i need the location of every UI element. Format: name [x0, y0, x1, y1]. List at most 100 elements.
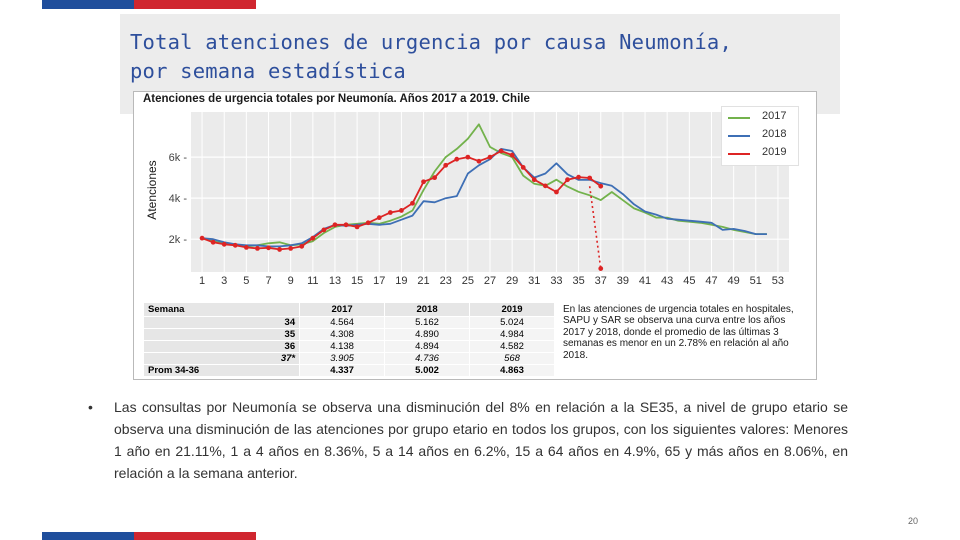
- x-tick-labels: 1 3 5 7 9 11 13 15 17 19 21 23 25 27 29 31 33 35 37 39 41 43 4…: [199, 275, 784, 287]
- data-point-2019: [410, 200, 415, 206]
- x-tick-label: 15: [351, 275, 363, 287]
- x-tick-label: 35: [572, 275, 584, 287]
- slide-title: Total atenciones de urgencia por causa N…: [130, 28, 830, 86]
- table-row: 34 4.564 5.162 5.024: [142, 316, 555, 329]
- data-point-2019: [266, 245, 271, 251]
- chart-annotation: En las atenciones de urgencia totales en…: [563, 304, 794, 361]
- table-header-cell: 2018: [384, 302, 471, 317]
- data-point-2019: [554, 189, 559, 195]
- x-tick-label: 5: [243, 275, 249, 287]
- data-point-2019: [520, 164, 526, 170]
- x-tick-label: 41: [639, 275, 651, 287]
- data-point-2019: [465, 154, 471, 160]
- data-point-2019: [542, 183, 548, 189]
- x-tick-label: 45: [683, 275, 695, 287]
- x-tick-label: 21: [417, 275, 429, 287]
- data-point-2019: [299, 243, 305, 249]
- data-point-2019-provisional: [598, 266, 604, 271]
- x-tick-label: 51: [750, 275, 762, 287]
- data-point-2019: [376, 215, 382, 221]
- data-point-2019: [277, 247, 282, 252]
- table-header-cell: 2017: [299, 302, 386, 317]
- series-line-2018: [202, 148, 767, 248]
- weekly-data-table: Semana 2017 2018 2019 34 4.564 5.162 5.0…: [142, 302, 555, 377]
- bullet-marker: •: [88, 399, 93, 415]
- table-cell: 5.024: [469, 316, 555, 329]
- legend-label-2019: 2019: [762, 146, 787, 158]
- legend-item-2017: 2017: [728, 110, 798, 124]
- bottom-accent-blue: [42, 532, 134, 540]
- series-line-2019-provisional: [588, 186, 602, 269]
- y-tick-label: 2k -: [169, 234, 188, 246]
- x-tick-label: 49: [728, 275, 740, 287]
- data-point-2019: [432, 175, 438, 181]
- table-cell: 5.002: [384, 364, 471, 377]
- legend-item-2019: 2019: [728, 146, 798, 160]
- legend-swatch-2019: [728, 153, 750, 155]
- data-point-2019: [232, 242, 238, 248]
- table-row: 35 4.308 4.890 4.984: [142, 328, 555, 341]
- table-cell: 4.582: [469, 340, 555, 353]
- table-cell: 4.984: [469, 328, 555, 341]
- table-cell: 4.337: [299, 364, 386, 377]
- data-point-2019: [343, 222, 349, 228]
- legend-swatch-2018: [728, 135, 750, 137]
- table-row: 36 4.138 4.894 4.582: [142, 340, 555, 353]
- table-cell: 4.894: [384, 340, 471, 353]
- x-tick-label: 31: [528, 275, 540, 287]
- x-tick-label: 53: [772, 275, 784, 287]
- data-point-2019: [387, 210, 393, 215]
- data-point-2019: [598, 183, 604, 189]
- data-point-2019: [487, 154, 493, 160]
- data-point-2019: [454, 156, 460, 162]
- x-tick-label: 47: [705, 275, 717, 287]
- table-cell: 34: [142, 316, 301, 329]
- x-tick-label: 7: [265, 275, 271, 287]
- data-point-2019: [587, 175, 593, 181]
- legend-swatch-2017: [728, 117, 750, 119]
- x-tick-label: 13: [329, 275, 341, 287]
- x-tick-label: 17: [373, 275, 385, 287]
- data-point-2019: [255, 246, 260, 251]
- table-cell: 4.736: [384, 352, 471, 365]
- table-cell: 4.308: [299, 328, 386, 341]
- data-point-2019: [531, 177, 537, 183]
- table-cell: 4.863: [469, 364, 555, 377]
- x-tick-label: 37: [595, 275, 607, 287]
- x-tick-label: 23: [440, 275, 452, 287]
- top-accent-blue: [42, 0, 134, 9]
- data-point-2019: [210, 239, 216, 245]
- legend-item-2018: 2018: [728, 128, 798, 142]
- data-point-2019: [443, 162, 449, 168]
- series-points: [199, 148, 604, 271]
- bullet-text: Las consultas por Neumonía se observa un…: [114, 399, 848, 481]
- table-cell: 36: [142, 340, 301, 353]
- data-point-2019: [243, 244, 249, 250]
- table-cell: 568: [469, 352, 555, 365]
- legend-label-2017: 2017: [762, 110, 787, 122]
- data-point-2019: [565, 177, 570, 183]
- data-point-2019: [199, 235, 205, 241]
- data-point-2019: [399, 208, 404, 213]
- table-header-row: Semana 2017 2018 2019: [142, 302, 555, 317]
- chart-title: Atenciones de urgencia totales por Neumo…: [143, 93, 530, 105]
- table-header-cell: 2019: [469, 302, 555, 317]
- top-accent-bar: [42, 0, 256, 9]
- x-tick-label: 43: [661, 275, 673, 287]
- data-point-2019: [365, 220, 371, 226]
- table-cell: 4.138: [299, 340, 386, 353]
- y-tick-label: 6k -: [169, 152, 188, 164]
- table-header-cell: Semana: [142, 302, 301, 317]
- top-accent-red: [134, 0, 256, 9]
- table-cell: 4.564: [299, 316, 386, 329]
- data-point-2019: [288, 246, 294, 251]
- table-cell: 5.162: [384, 316, 471, 329]
- page-number: 20: [908, 516, 919, 526]
- y-tick-label: 4k -: [169, 193, 188, 205]
- data-point-2019: [476, 158, 482, 164]
- data-point-2019: [498, 148, 504, 154]
- table-cell: 3.905: [299, 352, 386, 365]
- line-chart: 2k -4k -6k - 1 3 5 7 9 11 13 15 17 19 21 23 25 27 29 31…: [169, 112, 789, 287]
- table-cell: 37*: [142, 352, 301, 365]
- legend-label-2018: 2018: [762, 128, 787, 140]
